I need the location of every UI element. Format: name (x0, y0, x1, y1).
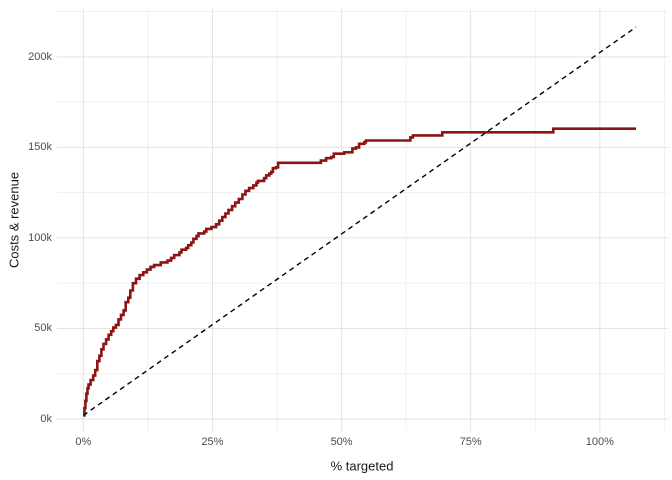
y-tick-label: 150k (28, 141, 52, 154)
revenue-step-curve (83, 127, 636, 417)
x-axis-title: % targeted (330, 458, 394, 474)
x-tick-label: 25% (201, 436, 224, 448)
x-tick-label: 100% (585, 436, 614, 448)
x-tick-label: 50% (330, 436, 353, 448)
y-tick-label: 200k (28, 50, 52, 63)
cost-dashed-line (82, 26, 637, 416)
y-tick-label: 50k (34, 322, 52, 335)
x-tick-label: 0% (75, 436, 92, 448)
x-tick-label: 75% (459, 436, 482, 448)
y-tick-label: 100k (28, 231, 52, 244)
y-axis-title: Costs & revenue (6, 171, 22, 269)
y-tick-label: 0k (40, 413, 52, 426)
